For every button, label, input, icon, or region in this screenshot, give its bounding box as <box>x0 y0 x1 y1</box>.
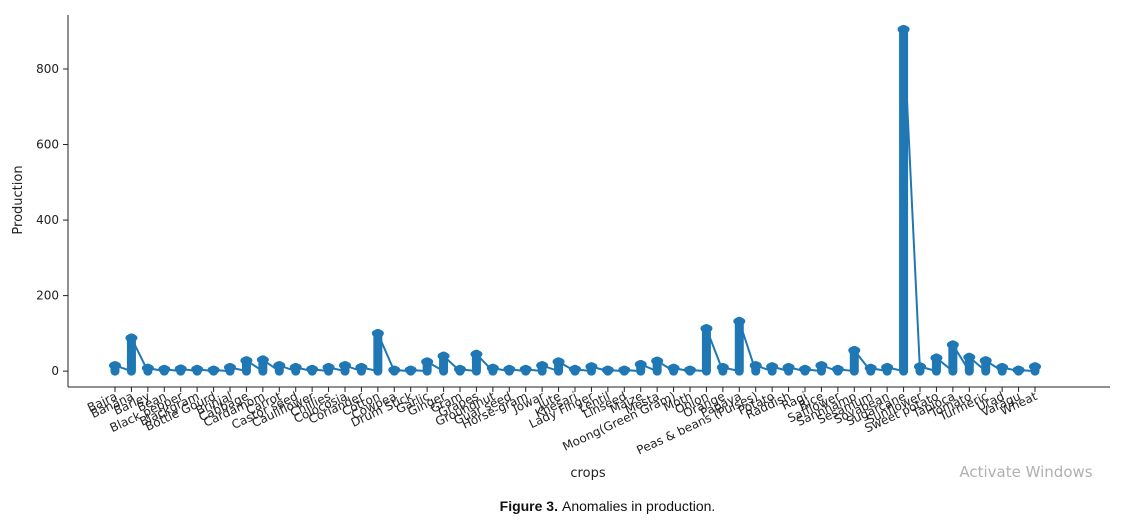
point <box>437 352 450 361</box>
point <box>536 361 549 370</box>
point <box>289 363 302 372</box>
point <box>125 333 138 342</box>
point <box>799 365 811 374</box>
point <box>618 366 631 375</box>
y-tick-label: 200 <box>36 289 59 303</box>
point <box>569 365 581 374</box>
point <box>454 365 466 374</box>
point <box>881 363 894 372</box>
point <box>848 346 861 355</box>
point <box>946 340 959 349</box>
point <box>404 366 417 375</box>
x-axis-label: crops <box>570 466 605 481</box>
point <box>963 353 976 362</box>
point <box>684 366 696 375</box>
point <box>996 363 1009 372</box>
y-tick-label: 0 <box>51 364 59 378</box>
point <box>109 361 121 370</box>
caption-label: Figure 3. <box>500 498 558 514</box>
point <box>651 356 664 365</box>
point <box>355 363 368 372</box>
point <box>716 363 729 372</box>
point <box>371 329 384 338</box>
y-tick-label: 600 <box>36 138 59 152</box>
point <box>930 353 943 362</box>
point <box>585 362 598 371</box>
watermark: Activate Windows <box>959 463 1092 481</box>
point <box>782 363 795 372</box>
point <box>339 361 351 370</box>
point <box>979 356 992 365</box>
y-axis-label: Production <box>11 165 26 234</box>
point <box>700 324 713 333</box>
point <box>864 364 877 373</box>
point <box>634 360 647 369</box>
point <box>831 365 844 374</box>
point <box>256 355 269 364</box>
point <box>503 365 516 374</box>
point <box>552 357 565 366</box>
point <box>322 363 335 372</box>
point <box>174 364 187 373</box>
point <box>1012 366 1025 375</box>
point <box>421 357 434 366</box>
point <box>240 356 253 365</box>
point <box>815 361 828 370</box>
point <box>733 317 746 326</box>
point <box>470 350 483 359</box>
caption-text: Anomalies in production. <box>562 498 715 514</box>
point <box>1029 362 1041 371</box>
point <box>486 364 499 373</box>
point <box>914 362 926 371</box>
point <box>306 365 319 374</box>
y-tick-label: 800 <box>36 62 59 76</box>
point <box>897 25 910 34</box>
point <box>273 361 286 370</box>
point <box>667 364 680 373</box>
point <box>191 365 204 374</box>
point <box>158 365 171 374</box>
point <box>224 363 236 372</box>
point <box>207 366 220 375</box>
point <box>766 362 779 371</box>
point <box>519 365 532 374</box>
point <box>141 364 154 373</box>
line-path <box>114 29 1036 375</box>
y-tick-label: 400 <box>36 213 59 227</box>
point <box>749 361 762 370</box>
point <box>601 366 614 375</box>
point <box>388 366 401 375</box>
